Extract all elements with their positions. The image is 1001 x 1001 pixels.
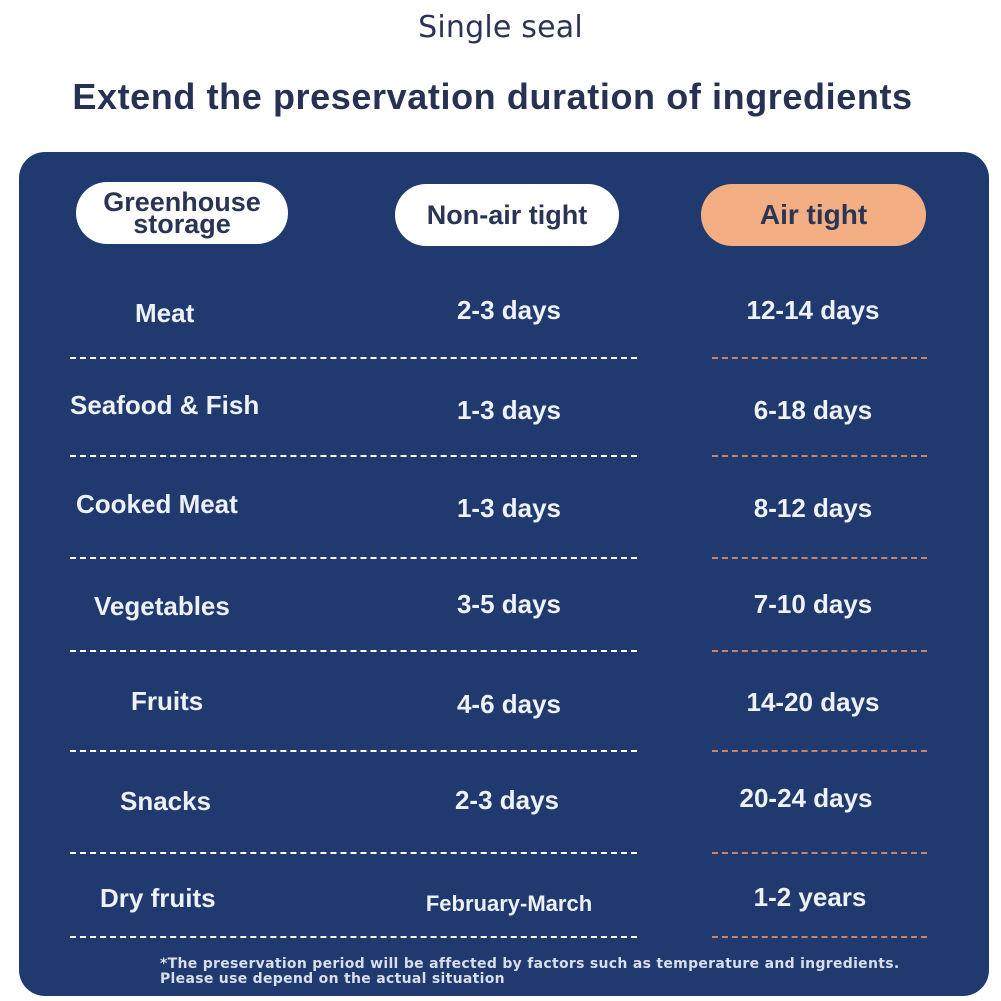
row-item-seafood-fish: Seafood & Fish — [70, 390, 260, 420]
row-divider — [70, 455, 637, 457]
footnote: *The preservation period will be affecte… — [160, 957, 900, 987]
header-greenhouse-line2: storage — [133, 209, 231, 239]
row-dry-fruits-air: 1-2 years — [753, 882, 867, 912]
row-divider — [70, 557, 637, 559]
page-title: Extend the preservation duration of ingr… — [72, 76, 913, 117]
row-divider — [70, 650, 637, 652]
row-divider-accent — [712, 750, 927, 752]
row-divider-accent — [712, 455, 927, 457]
row-meat-non-air: 2-3 days — [456, 295, 562, 325]
row-item-meat: Meat — [135, 298, 195, 328]
header-non-air-tight: Non-air tight — [395, 184, 619, 246]
header-greenhouse-line1: Greenhouse — [103, 187, 261, 217]
row-vegetables-air: 7-10 days — [753, 589, 873, 619]
row-item-vegetables: Vegetables — [94, 591, 230, 621]
row-cooked-meat-non-air: 1-3 days — [456, 493, 562, 523]
row-divider-accent — [712, 936, 927, 938]
row-snacks-air: 20-24 days — [739, 783, 873, 813]
header-air-tight: Air tight — [701, 184, 926, 246]
row-divider-accent — [712, 357, 927, 359]
row-dry-fruits-non-air: February-March — [425, 891, 593, 916]
row-divider — [70, 852, 637, 854]
row-divider — [70, 357, 637, 359]
row-fruits-air: 14-20 days — [746, 687, 880, 717]
row-fruits-non-air: 4-6 days — [456, 689, 562, 719]
header-greenhouse-storage: Greenhouse storage — [76, 182, 288, 244]
row-divider-accent — [712, 650, 927, 652]
row-item-cooked-meat: Cooked Meat — [76, 489, 238, 519]
row-seafood-non-air: 1-3 days — [456, 395, 562, 425]
row-item-fruits: Fruits — [131, 686, 204, 716]
row-item-dry-fruits: Dry fruits — [100, 883, 216, 913]
row-seafood-air: 6-18 days — [753, 395, 873, 425]
row-item-snacks: Snacks — [120, 786, 212, 816]
row-divider — [70, 936, 637, 938]
row-vegetables-non-air: 3-5 days — [456, 589, 562, 619]
row-cooked-meat-air: 8-12 days — [753, 493, 873, 523]
comparison-panel: Greenhouse storage Non-air tight Air tig… — [19, 152, 989, 996]
row-meat-air: 12-14 days — [746, 295, 880, 325]
row-snacks-non-air: 2-3 days — [454, 785, 560, 815]
footnote-line-2: Please use depend on the actual situatio… — [160, 971, 505, 987]
footnote-line-1: *The preservation period will be affecte… — [160, 956, 900, 972]
row-divider — [70, 750, 637, 752]
row-divider-accent — [712, 852, 927, 854]
subtitle: Single seal — [418, 10, 583, 45]
row-divider-accent — [712, 557, 927, 559]
